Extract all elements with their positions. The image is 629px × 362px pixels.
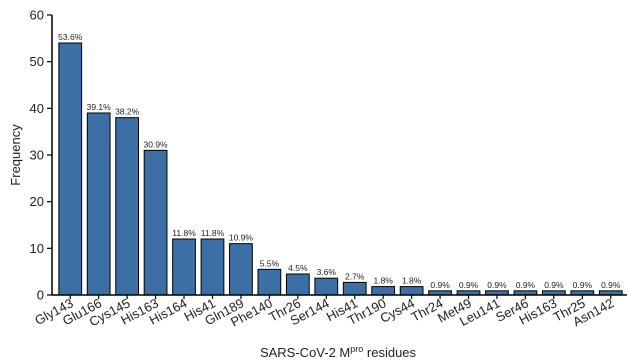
bar [371,286,396,296]
bar [58,42,83,296]
bar-data-label: 0.9% [516,280,536,290]
bar [200,238,225,296]
bar-data-label: 4.5% [288,263,308,273]
bar-data-label: 1.8% [402,276,422,286]
bar [172,238,196,296]
bar-data-label: 11.8% [172,228,196,238]
bar [143,149,168,296]
y-tick-label: 0 [37,288,44,303]
y-tick-label: 40 [30,101,44,116]
bar-data-label: 0.9% [487,280,507,290]
data-labels: 53.6% 39.1% 38.2% 30.9% 11.8% 11.8% 10.9% 5.5% 4… [58,32,621,290]
bar [314,277,339,296]
bar-data-label: 5.5% [260,258,280,268]
y-tick-label: 10 [30,241,44,256]
bar-data-label: 11.8% [201,228,225,238]
x-axis-title-tail: residues [363,345,416,360]
x-axis-title: SARS-CoV-2 Mpro residues [260,344,417,360]
x-axis-title-main: SARS-CoV-2 M [260,345,350,360]
y-tick-label: 60 [30,8,44,23]
bar-data-label: 0.9% [430,280,450,290]
y-axis: 0 10 20 30 40 50 60 [30,8,53,303]
bar [342,281,367,296]
bar-data-label: 2.7% [345,271,365,281]
x-axis: Gly143Glu166Cys145His163His164His41Gln18… [32,294,627,330]
y-tick-label: 50 [30,54,44,69]
y-tick-label: 30 [30,148,44,163]
y-axis-title: Frequency [8,124,23,186]
bar-data-label: 0.9% [601,280,621,290]
bar-data-label: 1.8% [373,276,393,286]
bar-data-label: 30.9% [144,139,169,149]
bar-data-label: 0.9% [573,280,593,290]
bar [399,286,424,296]
bar-data-label: 3.6% [317,267,337,277]
bar [86,112,111,296]
x-axis-title-superscript: pro [350,344,363,354]
bar-data-label: 39.1% [87,102,112,112]
bar [257,268,282,296]
bar-data-label: 10.9% [229,233,254,243]
bar [115,117,140,296]
bar [229,243,253,296]
bar-data-label: 53.6% [58,32,83,42]
bar [285,273,310,296]
bar-data-label: 38.2% [115,107,140,117]
y-tick-label: 20 [30,194,44,209]
bar-data-label: 0.9% [459,280,479,290]
bar-data-label: 0.9% [544,280,564,290]
bars [58,42,623,296]
